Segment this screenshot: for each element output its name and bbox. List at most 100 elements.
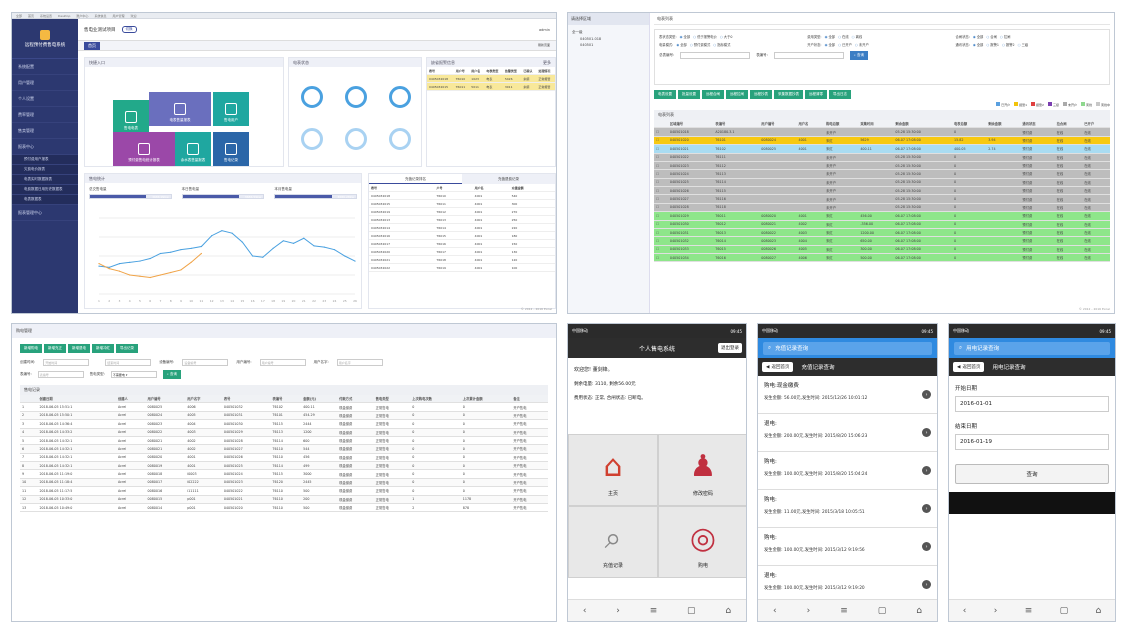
record-item[interactable]: 购电: 发生金额: 100.00元,发生时间: 2015/8/20 15:04:2…	[758, 452, 937, 490]
row-checkbox[interactable]: ☐	[654, 169, 668, 179]
logout-button[interactable]: 退出登录	[718, 343, 742, 353]
table-row[interactable]: ☐ 040501030 T6012 0080021 4002 宋红 -356.00 06-07…	[654, 220, 1110, 229]
table-row[interactable]: 12 2018-06-05 10:33:0 Acrel 0080015 p001 0405…	[20, 495, 548, 504]
sidebar-item[interactable]: 报表管理中心	[12, 205, 78, 221]
row-checkbox[interactable]: ☐	[654, 228, 668, 238]
action-button[interactable]: 新增退电	[68, 344, 90, 353]
sidebar-item[interactable]: 售卖管理	[12, 123, 78, 139]
table-row[interactable]: ☐ 040501028 T6118 未开户 05-28 15:30:00 0 预付费 在线 在线	[654, 203, 1110, 213]
table-row[interactable]: 0405032015 T6011 4001 300	[369, 199, 555, 208]
table-row[interactable]: 0405032021 T6018 4001 120	[369, 255, 555, 264]
menu-icon[interactable]: ≡	[840, 605, 848, 616]
user-menu[interactable]: admin	[539, 27, 550, 32]
back-icon[interactable]: ‹	[773, 605, 777, 616]
row-checkbox[interactable]: ☐	[654, 161, 668, 171]
search-button[interactable]: ⌕ 查询	[849, 51, 868, 60]
menu-tile[interactable]: ♟ 修改密码	[658, 434, 746, 506]
refresh-link[interactable]: 刷新页面	[537, 43, 550, 47]
filter-radio[interactable]: ○ 报警2	[1001, 43, 1015, 47]
table-row[interactable]: 0405032018 T6010 1023 电表 5426 余额 正常报警	[427, 74, 555, 83]
bookmark-item[interactable]: Desktop	[58, 13, 71, 18]
row-checkbox[interactable]: ☐	[654, 253, 668, 263]
row-checkbox[interactable]: ☐	[654, 211, 668, 221]
filter-input[interactable]: 结束时间	[105, 359, 152, 366]
meter-no-input[interactable]: 表编号	[37, 371, 84, 378]
quick-tile[interactable]: 售电用户	[213, 92, 249, 126]
filter-radio[interactable]: ◉ 全部	[972, 35, 984, 39]
table-row[interactable]: ☐ 040501033 T6015 0080026 4005 宋红 300.00 06-07 …	[654, 245, 1110, 255]
record-item[interactable]: 购电: 发生金额: 100.00元,发生时间: 2015/3/12 9:19:56…	[758, 528, 937, 566]
table-row[interactable]: 6 2018-06-05 14:32:1 Acrel 0080021 4002 04050…	[20, 444, 548, 454]
search-button[interactable]: ⌕ 查询	[162, 370, 181, 379]
row-checkbox[interactable]: ☐	[654, 136, 668, 146]
action-button[interactable]: 批量设置	[678, 90, 700, 99]
table-row[interactable]: 1 2018-06-05 15:51:1 Acrel 0080025 4006 04050…	[20, 402, 548, 412]
table-row[interactable]: ☐ 040501020 T6101 0080024 4001 宋红 5629 06-07 17…	[654, 136, 1110, 146]
row-checkbox[interactable]: ☐	[654, 236, 668, 246]
filter-input[interactable]: 用户名字	[336, 359, 383, 366]
row-checkbox[interactable]: ☐	[654, 203, 668, 213]
filter-radio[interactable]: ◉ 全部	[679, 35, 691, 39]
row-checkbox[interactable]: ☐	[654, 186, 668, 196]
forward-icon[interactable]: ›	[616, 605, 620, 616]
filter-radio[interactable]: ○ 已开户	[838, 43, 852, 47]
alarm-more-link[interactable]: 更多	[543, 60, 551, 65]
action-button[interactable]: 采集数据抄表	[774, 90, 803, 99]
table-row[interactable]: 11 2018-06-05 11:17:5 Acrel 0080016 i11111 04…	[20, 486, 548, 496]
meter-no-input[interactable]	[773, 52, 844, 59]
action-button[interactable]: 远程清零	[805, 90, 827, 99]
tab-home[interactable]: 首页	[84, 42, 100, 50]
menu-tile[interactable]: ⌕ 充值记录	[568, 506, 658, 578]
tree-node[interactable]: 040501.018	[580, 37, 602, 41]
table-row[interactable]: ☐ 040501031 T6013 0080022 4003 宋红 1200.00 06-07…	[654, 228, 1110, 238]
sidebar-item[interactable]: 费率管理	[12, 107, 78, 123]
sidebar-item[interactable]: 报表中心	[12, 139, 78, 155]
action-button[interactable]: 远程合闸	[702, 90, 724, 99]
back-icon[interactable]: ‹	[962, 605, 967, 616]
end-date-input[interactable]: 2016-01-19	[955, 434, 1109, 450]
table-row[interactable]: 9 2018-06-05 11:19:0 Acrel 0080018 i0003 0405…	[20, 469, 548, 479]
action-button[interactable]: 导出记录	[116, 344, 138, 353]
quick-tile[interactable]: 电表售量报表	[149, 92, 211, 126]
filter-radio[interactable]: ◉ 全部	[824, 43, 836, 47]
row-checkbox[interactable]: ☐	[654, 194, 668, 204]
bookmark-item[interactable]: 欢迎	[130, 13, 137, 18]
menu-tile[interactable]: ◎ 购电	[658, 506, 746, 578]
table-row[interactable]: ☐ 040501032 T6014 0080023 4004 宋红 650.00 06-07 …	[654, 236, 1110, 246]
filter-radio[interactable]: ○ 报警1	[986, 43, 999, 47]
filter-input[interactable]: 开始时间	[43, 359, 90, 366]
row-checkbox[interactable]: ☐	[654, 220, 668, 229]
sidebar-item[interactable]: 电表数据表	[12, 195, 78, 205]
table-row[interactable]: 0405032013 T6013 4001 250	[369, 215, 555, 224]
menu-tile[interactable]: ⌂ 主页	[568, 434, 658, 506]
table-row[interactable]: ☐ 040501022 T6111 未开户 05-28 15:30:00 0 预付费 在线 在线	[654, 153, 1110, 162]
table-row[interactable]: 0405032016 T6015 4001 180	[369, 231, 555, 240]
filter-radio[interactable]: ○ 在线	[838, 35, 849, 39]
table-row[interactable]: ☐ 040501018 A20180.3.1 未开户 05-28 15:30:00 0 预付…	[654, 127, 1110, 137]
table-row[interactable]: 4 2018-06-05 14:33:2 Acrel 0080022 4003 04050…	[20, 428, 548, 437]
table-row[interactable]: ☐ 040501024 T6113 未开户 05-28 15:30:00 0 预付费 在线 在线	[654, 169, 1110, 179]
tabs-icon[interactable]: ▢	[1059, 605, 1069, 616]
table-row[interactable]: 2 2018-06-05 15:50:1 Acrel 0080024 4005 04050…	[20, 411, 548, 421]
sidebar-item[interactable]: 系统配置	[12, 59, 78, 75]
tabs-icon[interactable]: ▢	[687, 605, 696, 616]
action-button[interactable]: 电表设置	[654, 90, 676, 99]
quick-tile[interactable]: 售电记录	[213, 132, 249, 166]
back-icon[interactable]: ‹	[582, 605, 587, 616]
action-button[interactable]: 导出日志	[829, 90, 851, 99]
filter-radio[interactable]: ○ 合闸	[986, 35, 997, 39]
tree-node[interactable]: 040501	[580, 43, 594, 47]
table-row[interactable]: 0405032017 T6016 4001 150	[369, 239, 555, 248]
record-item[interactable]: 购电: 发生金额: 11.00元,发生时间: 2015/3/18 10:05:51…	[758, 490, 937, 528]
row-checkbox[interactable]: ☐	[654, 153, 668, 162]
tabs-icon[interactable]: ▢	[877, 605, 887, 616]
table-row[interactable]: ☐ 040501023 T6112 未开户 05-28 15:30:00 0 预付费 在线 在线	[654, 161, 1110, 171]
filter-radio[interactable]: ◉ 全部	[676, 43, 687, 47]
filter-radio[interactable]: ○ 三级	[1017, 43, 1029, 47]
sale-type-select[interactable]: 不需要电 ▾	[110, 371, 157, 378]
bookmark-item[interactable]: 账户中心	[76, 13, 89, 18]
table-row[interactable]: 10 2018-06-05 11:18:4 Acrel 0080017 i02222 04…	[20, 478, 548, 488]
quick-tile[interactable]: 售电电表	[113, 100, 149, 134]
sidebar-item[interactable]: 个人设置	[12, 91, 78, 107]
quick-tile[interactable]: 余水表售量报表	[175, 132, 211, 166]
